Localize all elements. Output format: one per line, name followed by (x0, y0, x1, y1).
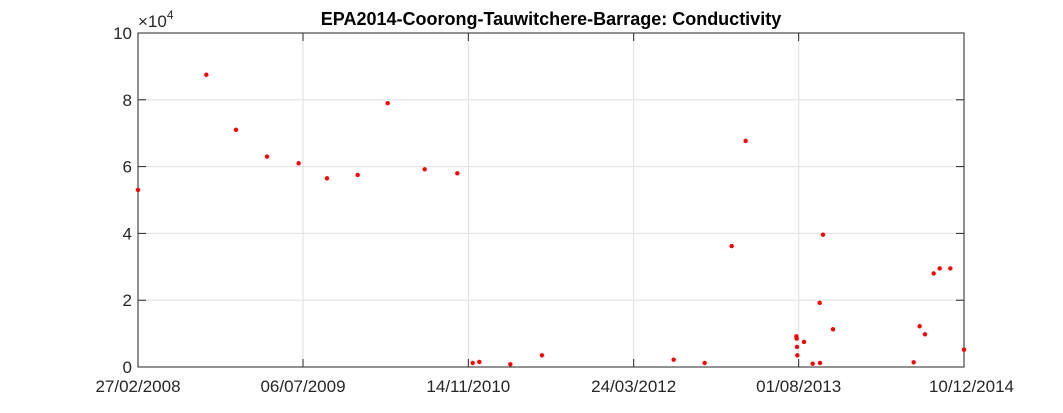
data-point (743, 138, 748, 144)
data-point (324, 176, 330, 181)
data-point (922, 332, 928, 337)
x-tick-label: 24/03/2012 (591, 377, 676, 396)
data-point (937, 266, 942, 271)
y-axis-exponent-label: ×104 (138, 8, 174, 31)
x-tick-label: 27/02/2008 (95, 377, 180, 396)
data-point (795, 353, 800, 358)
data-point (470, 360, 475, 366)
y-tick-label: 10 (113, 24, 132, 43)
data-point (917, 324, 922, 329)
data-point (794, 336, 799, 341)
x-tick-label: 14/11/2010 (426, 377, 510, 396)
data-point (296, 161, 301, 166)
data-points (135, 72, 967, 367)
plot-area-frame (137, 32, 965, 368)
data-point (385, 100, 390, 106)
data-point (817, 360, 823, 366)
x-tick-label: 01/08/2013 (756, 377, 841, 396)
data-point (820, 232, 826, 237)
y-axis-exponent-prefix: ×10 (138, 12, 167, 31)
data-point (204, 72, 209, 77)
data-point (830, 327, 836, 332)
x-tick-label: 06/07/2009 (260, 377, 345, 396)
data-point (961, 347, 967, 352)
data-point (671, 357, 676, 362)
grid-lines (138, 33, 964, 367)
y-tick-label: 0 (123, 358, 132, 377)
data-point (931, 271, 936, 276)
y-tick-label: 8 (123, 91, 132, 110)
data-point (135, 187, 141, 193)
x-tick-label: 10/12/2014 (929, 377, 1014, 396)
tick-labels: 0 2 4 6 8 10 27/02/2008 06/07/2009 14/11/2010 24/… (95, 24, 1014, 396)
data-point (801, 339, 807, 345)
data-point (422, 167, 427, 172)
data-point (702, 360, 707, 366)
chart-title: EPA2014-Coorong-Tauwitchere-Barrage: Con… (321, 9, 781, 29)
data-point (911, 360, 916, 365)
axis-ticks (137, 32, 965, 368)
data-point (455, 171, 460, 176)
y-tick-label: 2 (123, 291, 132, 310)
data-point (539, 353, 545, 358)
data-point (355, 172, 360, 178)
data-point (817, 300, 822, 306)
data-point (810, 361, 815, 366)
data-point (948, 266, 953, 271)
y-axis-exponent-power: 4 (167, 8, 174, 22)
y-tick-label: 6 (123, 158, 132, 177)
data-point (264, 154, 270, 159)
y-tick-label: 4 (123, 224, 132, 243)
data-point (508, 362, 513, 367)
data-point (233, 127, 239, 133)
data-point (794, 344, 800, 350)
data-point (477, 359, 482, 365)
data-point (729, 243, 734, 249)
